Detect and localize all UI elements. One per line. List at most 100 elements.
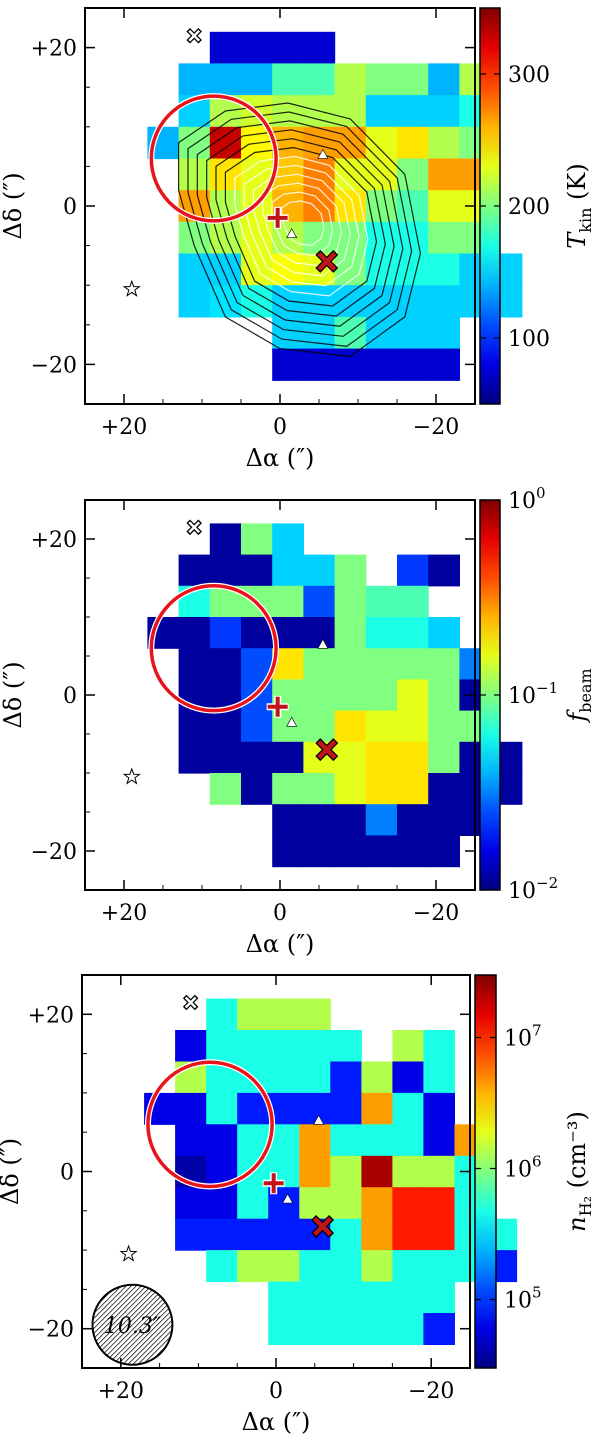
colorbar: 10−2 10−1 100 fbeam	[479, 484, 595, 904]
x-stroke	[188, 521, 201, 534]
circle-marker	[149, 584, 278, 713]
heatmap-cell	[330, 1155, 362, 1188]
x-stroke	[317, 251, 337, 272]
heatmap-cell	[392, 1061, 424, 1094]
heatmap-cell	[299, 1313, 331, 1345]
heatmap-cell	[330, 1313, 362, 1345]
heatmap-cell	[397, 221, 429, 255]
heatmap-cell	[392, 1218, 424, 1251]
y-tick-label: +20	[28, 1003, 74, 1028]
y-tick-label: 0	[63, 195, 77, 220]
contour-level	[281, 200, 325, 247]
heatmap-cell	[268, 1218, 300, 1251]
heatmap-cell	[330, 1281, 362, 1314]
heatmap-cell	[303, 63, 336, 96]
contour-level	[215, 138, 386, 317]
heatmap-cell	[241, 63, 273, 96]
heatmap-cell	[397, 773, 429, 805]
plus-stroke	[263, 1173, 284, 1194]
x-tick-label: 0	[273, 415, 287, 440]
x-tick-label: −20	[408, 1379, 454, 1404]
heatmap-cell	[178, 617, 211, 649]
heatmap-cell	[241, 285, 273, 318]
heatmap-cell	[397, 348, 429, 381]
heatmap-cell	[392, 1030, 424, 1062]
heatmap-cell	[397, 95, 429, 128]
heatmap-cell	[423, 1218, 455, 1251]
contour-level	[206, 129, 395, 327]
panel-2: +20 0 −20 +20 0 −20 Δα (″) Δδ (″) 10−2 10−1 100 fbe…	[0, 484, 595, 958]
heatmap-cell	[268, 1061, 300, 1094]
heatmap-cell	[209, 710, 242, 743]
heatmap-cell	[209, 773, 242, 805]
heatmap-cell	[330, 1187, 362, 1220]
plus-marker	[266, 695, 289, 718]
y-tick-label: +20	[31, 528, 77, 553]
heatmap-cell	[178, 285, 211, 318]
colorbar: 105 106 107 nH₂ (cm⁻³)	[474, 974, 595, 1369]
x-axis-label: Δα (″)	[242, 1408, 311, 1436]
heatmap-cell	[175, 1218, 207, 1251]
colorbar-tick-label: 100	[508, 484, 546, 514]
x-marker-red	[311, 1215, 335, 1238]
heatmap-cell	[268, 1250, 300, 1283]
heatmap-cell	[428, 554, 460, 587]
heatmap-cells	[147, 523, 523, 868]
heatmap-cell	[365, 679, 398, 712]
beam-circle	[91, 1283, 174, 1366]
heatmap-cell	[209, 554, 242, 587]
contour-level	[262, 182, 343, 267]
heatmap-cell	[334, 95, 367, 128]
heatmap-cell	[330, 1030, 362, 1062]
heatmap-cell	[428, 773, 460, 805]
heatmap-cell	[428, 316, 460, 350]
heatmap-cell	[397, 126, 429, 160]
contour-level	[196, 120, 404, 337]
x-stroke	[312, 1216, 333, 1237]
heatmap-cell	[423, 1061, 455, 1094]
heatmap-cell	[178, 710, 211, 743]
colorbar-tick-label: 10−2	[508, 874, 558, 904]
markers	[122, 519, 339, 785]
heatmap-cell	[272, 804, 304, 836]
circle-marker	[146, 1060, 274, 1189]
x-stroke	[317, 740, 337, 760]
heatmap-cell	[303, 648, 336, 680]
colorbar-tick-label: 200	[508, 195, 550, 220]
heatmap-cell	[334, 679, 367, 712]
x-marker-white	[186, 27, 202, 44]
heatmap-cell	[334, 63, 367, 96]
axis-ticks: +20 0 −20 +20 0 −20	[28, 974, 471, 1404]
heatmap-cell	[361, 1218, 393, 1251]
heatmap-cell	[428, 253, 460, 286]
heatmap-cell	[334, 554, 367, 587]
heatmap-cell	[428, 741, 460, 774]
heatmap-cell	[423, 1187, 455, 1220]
heatmap-cell	[237, 998, 269, 1031]
heatmap-cell	[272, 31, 304, 65]
heatmap-cell	[206, 1030, 238, 1062]
heatmap-cell	[428, 804, 460, 836]
heatmap-cell	[303, 804, 336, 836]
triangle-marker	[317, 148, 329, 159]
y-axis-label: Δδ (″)	[0, 1138, 24, 1205]
heatmap-cell	[334, 804, 367, 836]
heatmap-cell	[397, 253, 429, 286]
heatmap-cell	[361, 1092, 393, 1125]
colorbar-tick-label: 300	[508, 63, 550, 88]
colorbar-label: nH₂ (cm⁻³)	[563, 1111, 595, 1232]
x-marker-white	[182, 994, 199, 1011]
heatmap-cell	[299, 1030, 331, 1062]
heatmap-cell	[241, 554, 273, 587]
heatmap-cell	[365, 741, 398, 774]
heatmap-cell	[361, 1313, 393, 1345]
heatmap-cell	[330, 1218, 362, 1251]
heatmap-cell	[209, 523, 242, 556]
y-tick-label: 0	[60, 1161, 74, 1186]
heatmap-cell	[303, 554, 336, 587]
heatmap-cell	[241, 710, 273, 743]
heatmap-cell	[397, 63, 429, 96]
heatmap-cell	[365, 773, 398, 805]
heatmap-cell	[237, 1187, 269, 1220]
